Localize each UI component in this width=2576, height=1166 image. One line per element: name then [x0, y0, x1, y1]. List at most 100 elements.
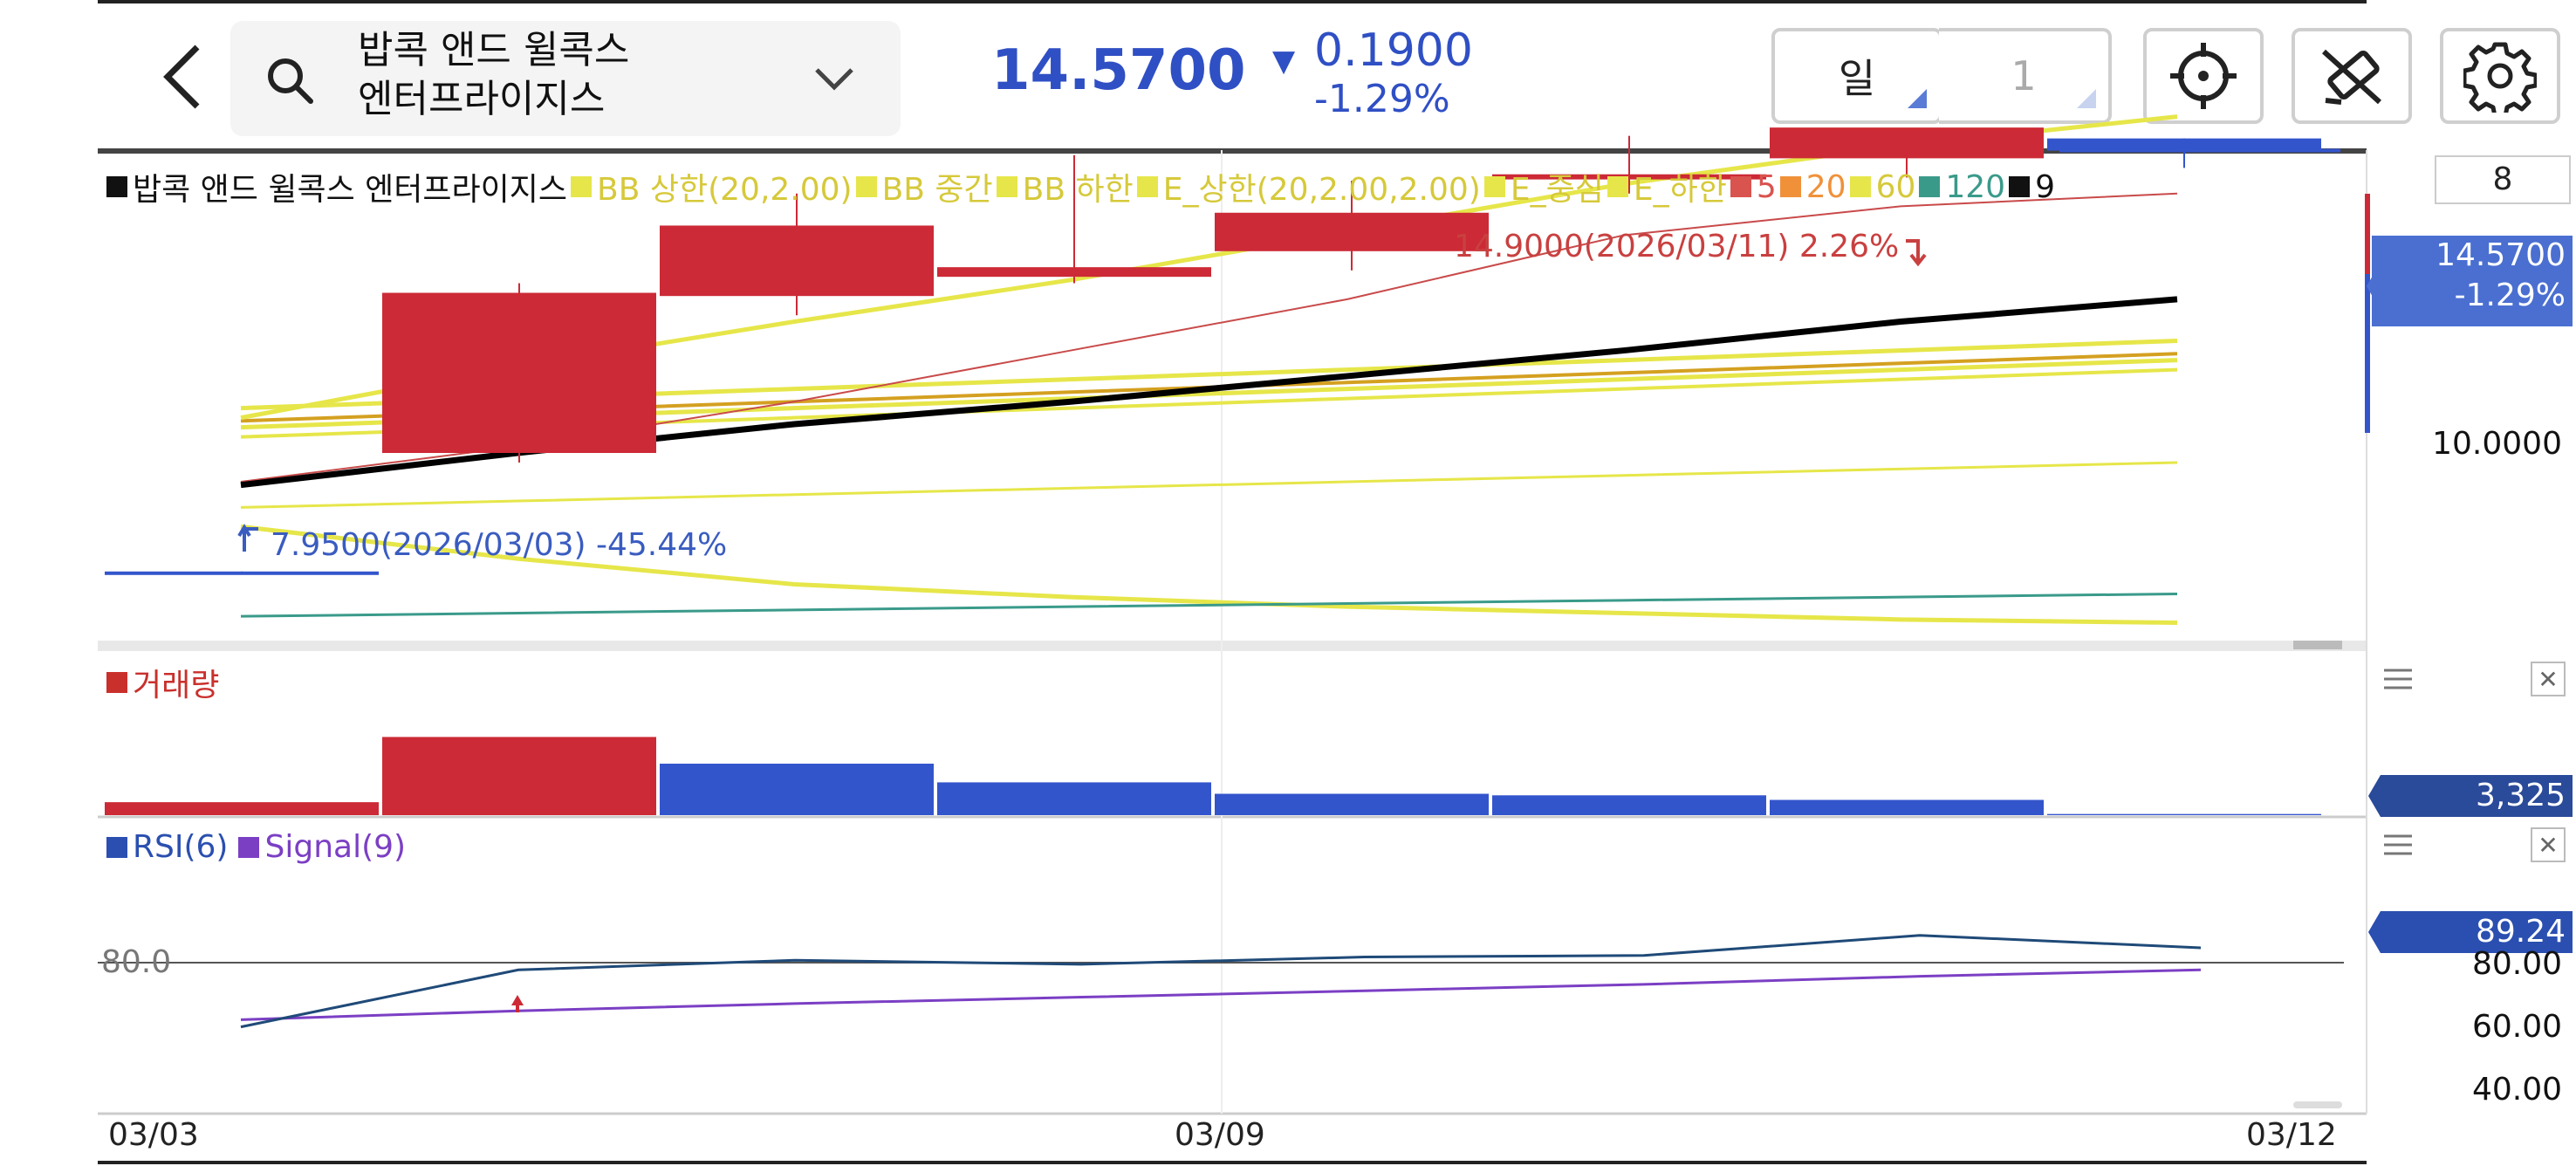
price-legend: 밥콕 앤드 윌콕스 엔터프라이지스 BB 상한(20,2.00) BB 중간 BB 하…: [106, 164, 2059, 209]
legend-item: 밥콕 앤드 윌콕스 엔터프라이지스: [106, 164, 567, 209]
ma60-line: [240, 461, 2178, 509]
indicator-period-box[interactable]: 8: [2435, 155, 2571, 204]
signal-line: [240, 968, 2202, 1021]
volume-bar: [382, 737, 656, 815]
rsi-legend-label: RSI(6): [133, 829, 229, 865]
legend-label: 120: [1945, 168, 2006, 205]
down-triangle-icon: ▼: [1272, 44, 1296, 79]
hamburger-menu-icon[interactable]: [2381, 831, 2415, 859]
x-axis-label: 03/03: [108, 1117, 199, 1153]
frame-line-top: [98, 0, 2367, 3]
candle-body: [2047, 138, 2321, 151]
legend-label: E_하한: [1633, 172, 1727, 208]
rsi-reference-label: 80.0: [101, 944, 172, 980]
signal-legend-label: Signal(9): [264, 829, 407, 865]
x-axis-label: 03/12: [2246, 1117, 2337, 1153]
volume-legend: 거래량: [106, 660, 219, 705]
price-range-bar: [2365, 194, 2370, 433]
legend-label: 60: [1875, 168, 1916, 205]
close-icon[interactable]: ✕: [2531, 827, 2566, 862]
hamburger-menu-icon[interactable]: [2381, 665, 2415, 693]
rsi-legend: RSI(6) Signal(9): [106, 829, 406, 865]
candle-body: [1492, 174, 1766, 180]
bb-lower-line: [240, 524, 2178, 626]
price-change: 0.1900: [1314, 24, 1473, 77]
volume-bar: [1492, 795, 1766, 815]
scroll-handle[interactable]: [2293, 1101, 2342, 1108]
legend-swatch: [1607, 176, 1628, 197]
back-chevron-icon: [163, 45, 200, 109]
crosshair-button[interactable]: [2143, 28, 2264, 124]
legend-swatch: [1136, 176, 1158, 197]
legend-label: E_중심: [1510, 172, 1604, 208]
legend-swatch: [1483, 176, 1505, 197]
candle-body: [382, 292, 656, 454]
rsi-axis-label: 40.00: [2471, 1072, 2562, 1108]
legend-label: BB 하한: [1022, 172, 1134, 208]
price-tag-percent: -1.29%: [2454, 278, 2566, 313]
price-tag-value: 14.5700: [2436, 237, 2566, 273]
stock-search-box[interactable]: [230, 21, 901, 136]
volume-bar: [1770, 799, 2044, 815]
high-price-annotation: 14.9000(2026/03/11) 2.26%: [1454, 229, 1900, 264]
legend-swatch: [1779, 176, 1801, 197]
volume-bar: [1215, 793, 1489, 815]
legend-label: BB 중간: [881, 172, 993, 208]
period-label: 일: [1838, 55, 1876, 102]
legend-item: E_하한: [1607, 164, 1727, 209]
legend-swatch: [2009, 176, 2031, 197]
ma120-line: [240, 592, 2178, 618]
volume-bar: [2047, 813, 2321, 815]
dropdown-corner-icon: [1908, 89, 1927, 108]
candle-body: [1215, 212, 1489, 251]
search-icon[interactable]: [262, 52, 318, 108]
drawing-tool-off-icon: [2321, 49, 2382, 105]
legend-swatch: [996, 176, 1017, 197]
legend-item: 60: [1849, 168, 1916, 205]
legend-swatch: [238, 836, 260, 858]
rsi-axis-label: 60.00: [2471, 1009, 2562, 1045]
current-price-tag: 14.5700 -1.29%: [2372, 236, 2573, 326]
legend-item: 9: [2009, 169, 2055, 205]
pane-divider[interactable]: [98, 641, 2367, 651]
close-icon[interactable]: ✕: [2531, 662, 2566, 696]
low-price-annotation: 7.9500(2026/03/03) -45.44%: [271, 527, 728, 563]
price-range-bar: [2365, 194, 2370, 274]
stock-name-line1: 밥콕 앤드 윌콕스: [358, 28, 630, 72]
legend-swatch: [106, 672, 127, 693]
interval-selector[interactable]: 1: [1939, 28, 2112, 124]
legend-item: BB 하한: [996, 164, 1134, 209]
dropdown-corner-icon: [2077, 89, 2096, 108]
legend-swatch: [106, 176, 127, 197]
crosshair-icon: [2170, 43, 2237, 109]
legend-item: 120: [1919, 169, 2005, 205]
legend-swatch: [1849, 176, 1871, 197]
current-price: 14.5700: [991, 38, 1246, 103]
candle-body: [660, 225, 934, 297]
volume-bar: [105, 802, 379, 815]
legend-item: BB 상한(20,2.00): [571, 164, 853, 209]
legend-swatch: [1730, 176, 1751, 197]
candle-body: [937, 267, 1211, 278]
volume-bar: [937, 782, 1211, 815]
scroll-handle[interactable]: [2293, 641, 2342, 649]
volume-tag-notch: [2368, 775, 2381, 817]
chevron-down-icon[interactable]: [812, 61, 857, 96]
legend-swatch: [106, 836, 127, 858]
x-axis-label: 03/09: [1175, 1117, 1265, 1153]
stock-name[interactable]: 밥콕 앤드 윌콕스 엔터프라이지스: [358, 26, 768, 124]
period-selector[interactable]: 일: [1771, 28, 1942, 124]
back-button[interactable]: [148, 35, 218, 119]
volume-bar: [660, 764, 934, 815]
legend-swatch: [855, 176, 877, 197]
candle-body: [105, 571, 379, 575]
legend-item: BB 중간: [855, 164, 993, 209]
low-marker-arrow-icon: [237, 524, 258, 552]
legend-item: 5: [1730, 169, 1777, 205]
settings-button[interactable]: [2440, 28, 2560, 124]
interval-label: 1: [2011, 52, 2037, 99]
legend-label: 5: [1756, 168, 1777, 205]
drawing-tool-button[interactable]: [2292, 28, 2412, 124]
legend-item: E_중심: [1483, 164, 1604, 209]
